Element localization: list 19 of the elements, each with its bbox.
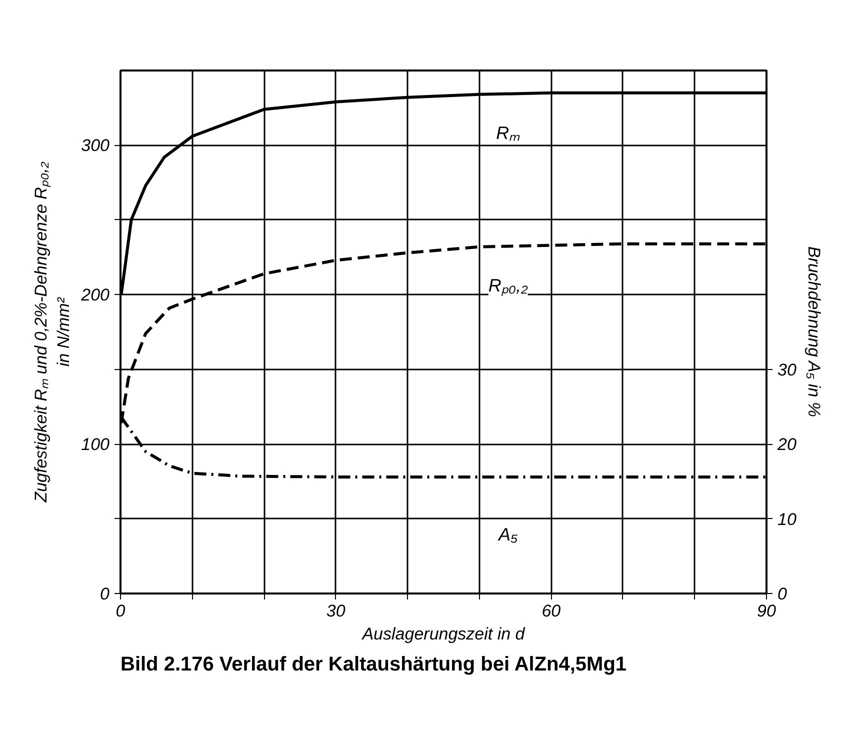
text: A₅	[497, 524, 518, 544]
y2-tick-label: 20	[776, 435, 797, 454]
text: Bild 2.176 Verlauf der Kaltaushärtung bei AlZn4,5Mg1	[120, 654, 627, 676]
y-axis-title: Zugfestigkeit Rₘ und 0,2%-Dehngrenze Rₚ₀,₂ in N/mm²	[31, 161, 74, 504]
series-label: Rₘ	[496, 123, 520, 144]
y2-axis-title: Bruchdehnung A₅ in %	[804, 246, 824, 418]
series-label: Rₚ₀,₂	[488, 275, 528, 296]
y-tick-label: 0	[100, 584, 110, 604]
y-tick-label: 200	[80, 286, 110, 305]
y2-tick-label: 30	[778, 360, 797, 380]
x-tick-label: 90	[757, 602, 776, 620]
x-tick-label: 60	[542, 602, 562, 620]
x-axis-title: Auslagerungszeit in d	[361, 624, 526, 644]
x-tick-label: 0	[116, 602, 126, 620]
y-tick-label: 300	[81, 136, 110, 156]
y2-tick-label: 10	[778, 510, 797, 529]
x-tick-label: 30	[326, 602, 346, 620]
y-tick-label: 100	[81, 435, 110, 454]
y2-tick-label: 0	[778, 584, 788, 604]
